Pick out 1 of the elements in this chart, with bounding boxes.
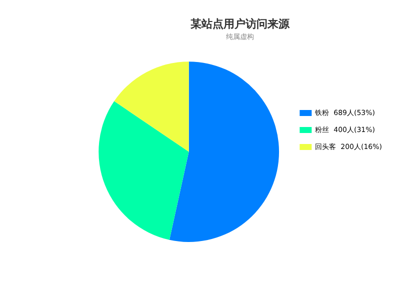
chart-title: 某站点用户访问来源 bbox=[190, 17, 290, 30]
